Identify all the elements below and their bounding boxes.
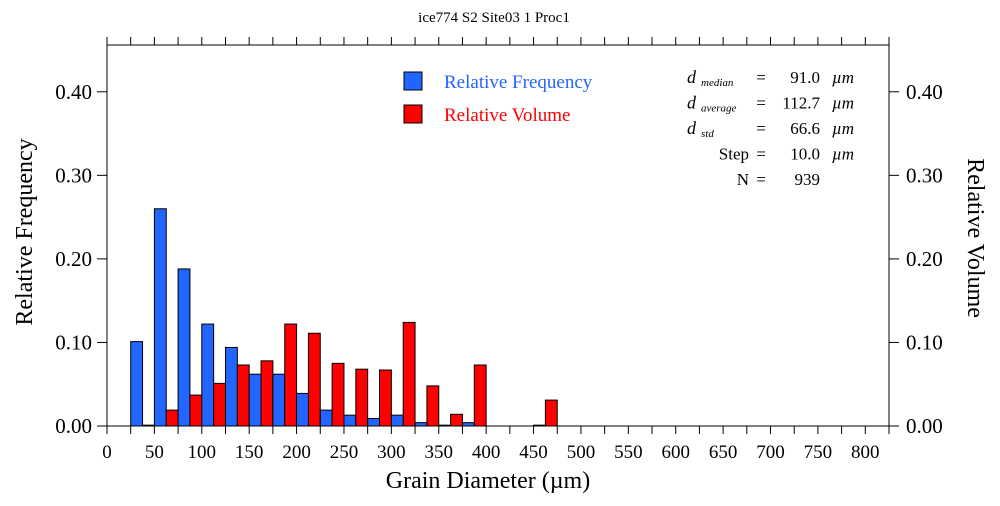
stat-label: d [687, 93, 697, 113]
y-axis-label: Relative Frequency [12, 138, 38, 325]
legend-label-frequency: Relative Frequency [444, 72, 593, 93]
x-tick-label: 400 [472, 442, 501, 463]
x-tick-label: 200 [282, 442, 311, 463]
stat-equals: = [756, 145, 766, 164]
volume-bar [307, 332, 321, 427]
volume-bar [284, 323, 298, 427]
stat-unit: µm [832, 94, 854, 113]
stat-label: N [737, 170, 749, 189]
stat-equals: = [756, 68, 766, 87]
stat-label: d [687, 118, 697, 138]
statistics-box: d median = 91.0 µmd average = 112.7 µmd std = 66.6 µ… [687, 67, 854, 189]
x-tick-label: 150 [235, 442, 264, 463]
x-tick-label: 500 [567, 442, 596, 463]
x-tick-label: 450 [519, 442, 548, 463]
stat-row: d std = 66.6 µm [687, 118, 854, 140]
frequency-bar [224, 346, 238, 427]
stat-row: Step = 10.0 µm [719, 145, 854, 164]
stat-value: 939 [795, 170, 821, 189]
frequency-bar [414, 422, 428, 427]
stat-label: Step [719, 145, 749, 164]
stat-row: N = 939 [737, 170, 820, 189]
volume-bar [213, 382, 226, 427]
x-tick-label: 250 [330, 442, 359, 463]
stat-value: 10.0 [790, 145, 820, 164]
y2-tick-label: 0.40 [906, 80, 943, 104]
x-tick-label: 550 [614, 442, 643, 463]
x-tick-label: 100 [188, 442, 217, 463]
frequency-bar [153, 208, 167, 427]
chart-title: ice774 S2 Site03 1 Proc1 [418, 10, 570, 26]
stat-row: d median = 91.0 µm [687, 67, 854, 89]
legend-swatch-frequency [403, 71, 423, 91]
y2-tick-label: 0.20 [906, 247, 943, 271]
y2-axis-label: Relative Volume [962, 158, 988, 318]
volume-bar [236, 364, 250, 427]
legend-label-volume: Relative Volume [444, 105, 570, 126]
y2-tick-label: 0.30 [906, 163, 943, 187]
stat-unit: µm [832, 119, 854, 138]
volume-bar [426, 385, 440, 427]
volume-bar [379, 369, 392, 427]
legend-swatch-volume [403, 104, 423, 124]
volume-bar [355, 368, 369, 427]
y2-tick-label: 0.00 [906, 414, 943, 438]
frequency-bar [272, 373, 286, 427]
frequency-bar [296, 392, 309, 427]
frequency-bar [130, 341, 144, 427]
stat-subscript: average [701, 103, 737, 115]
stat-value: 66.6 [790, 119, 820, 138]
volume-bar [189, 394, 203, 427]
x-tick-label: 350 [425, 442, 454, 463]
y-tick-label: 0.20 [55, 247, 92, 271]
stat-equals: = [756, 94, 766, 113]
stat-subscript: std [701, 128, 714, 140]
x-axis-label: Grain Diameter (µm) [386, 468, 590, 494]
stat-label: d [687, 67, 697, 87]
x-tick-label: 650 [709, 442, 738, 463]
stat-unit: µm [832, 68, 854, 87]
legend: Relative Frequency Relative Volume [403, 71, 593, 126]
volume-bar [331, 362, 345, 427]
y-tick-label: 0.40 [55, 80, 92, 104]
stat-unit: µm [832, 145, 854, 164]
y-tick-label: 0.00 [55, 414, 92, 438]
frequency-bar [201, 323, 215, 427]
y-tick-label: 0.30 [55, 163, 92, 187]
stat-row: d average = 112.7 µm [687, 93, 854, 115]
volume-bar [450, 413, 463, 427]
x-tick-label: 800 [851, 442, 880, 463]
volume-bar [260, 360, 274, 427]
x-tick-label: 700 [756, 442, 785, 463]
frequency-bar [367, 417, 381, 427]
frequency-bar [248, 373, 262, 427]
stat-equals: = [756, 119, 766, 138]
volume-bar [544, 399, 558, 427]
frequency-bar [343, 414, 357, 427]
volume-bar [402, 321, 416, 427]
stat-subscript: median [701, 77, 734, 89]
stat-value: 91.0 [790, 68, 820, 87]
x-tick-label: 300 [377, 442, 406, 463]
frequency-bar [390, 414, 404, 427]
stat-equals: = [756, 170, 766, 189]
x-tick-label: 0 [102, 442, 112, 463]
stat-value: 112.7 [782, 94, 820, 113]
y2-tick-label: 0.10 [906, 330, 943, 354]
y-tick-label: 0.10 [55, 330, 92, 354]
frequency-bar [461, 422, 475, 427]
x-tick-label: 50 [145, 442, 164, 463]
x-tick-label: 750 [804, 442, 833, 463]
frequency-bar [177, 268, 191, 427]
frequency-bar [319, 409, 333, 427]
volume-bar [473, 364, 487, 427]
volume-bar [165, 409, 179, 427]
x-tick-label: 600 [661, 442, 690, 463]
